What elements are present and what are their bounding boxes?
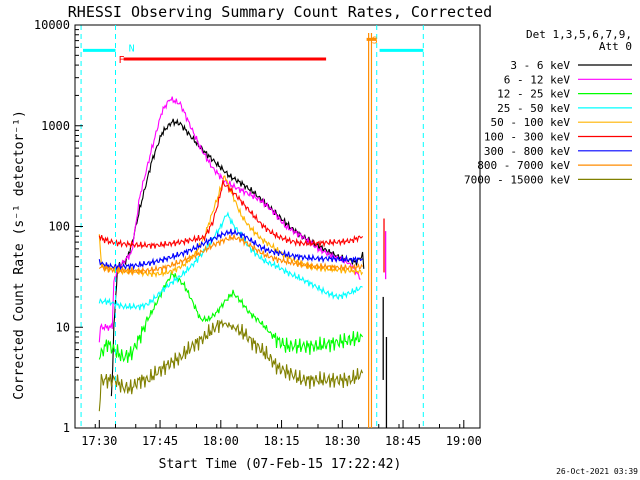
- series-line: [98, 180, 364, 250]
- x-tick-label: 17:45: [142, 434, 178, 448]
- legend-label: 25 - 50 keV: [497, 102, 570, 115]
- x-tick-label: 17:30: [81, 434, 117, 448]
- legend-label: 800 - 7000 keV: [477, 159, 570, 172]
- flag-letter: N: [129, 43, 135, 54]
- legend-label: 100 - 300 keV: [484, 131, 570, 144]
- flag-letter: F: [119, 55, 125, 66]
- y-tick-label: 1000: [41, 119, 70, 133]
- x-tick-label: 19:00: [446, 434, 482, 448]
- markers-layer: NF S: [80, 25, 424, 428]
- series-line: [98, 271, 364, 363]
- timestamp: 26-Oct-2021 03:39: [556, 467, 638, 476]
- x-axis-label: Start Time (07-Feb-15 17:22:42): [159, 457, 402, 472]
- y-tick-label: 1: [63, 421, 70, 435]
- chart-title: RHESSI Observing Summary Count Rates, Co…: [68, 3, 492, 21]
- series-line: [98, 96, 361, 343]
- y-tick-label: 10: [56, 320, 70, 334]
- x-tick-label: 18:45: [385, 434, 421, 448]
- legend-label: 12 - 25 keV: [497, 88, 570, 101]
- flag-letter: S: [372, 35, 378, 46]
- x-tick-label: 18:15: [263, 434, 299, 448]
- y-axis: 1 10 100 1000 10000: [34, 18, 83, 435]
- series-layer: [98, 96, 365, 412]
- legend-header-line1: Det 1,3,5,6,7,9,: [526, 28, 632, 41]
- series-line: [98, 211, 363, 311]
- x-tick-label: 18:30: [324, 434, 360, 448]
- legend-header-line2: Att 0: [599, 40, 632, 53]
- legend-label: 50 - 100 keV: [491, 116, 571, 129]
- series-line: [98, 228, 364, 271]
- x-axis: 17:30 17:45 18:00 18:15 18:30 18:45 19:00: [74, 420, 482, 448]
- series-line: [110, 118, 365, 397]
- legend-label: 300 - 800 keV: [484, 145, 570, 158]
- series-line: [98, 318, 364, 412]
- legend-label: 7000 - 15000 keV: [464, 173, 570, 186]
- y-tick-label: 10000: [34, 18, 70, 32]
- legend-label: 6 - 12 keV: [504, 73, 571, 86]
- y-tick-label: 100: [48, 220, 70, 234]
- x-tick-label: 18:00: [203, 434, 239, 448]
- series-line: [98, 234, 364, 277]
- legend-label: 3 - 6 keV: [510, 59, 570, 72]
- y-axis-label: Corrected Count Rate (s⁻¹ detector⁻¹): [12, 110, 27, 400]
